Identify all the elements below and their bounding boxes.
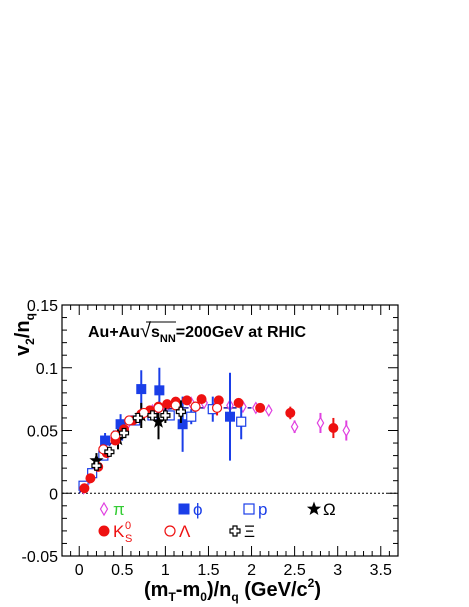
- legend-label-omega: Ω: [323, 500, 336, 519]
- series-xi: [91, 400, 186, 471]
- annotation-suffix: =200GeV at RHIC: [176, 324, 307, 341]
- point-ks: [328, 422, 339, 433]
- point-lambda: [110, 430, 121, 441]
- x-tick-label: 0.5: [111, 562, 133, 579]
- legend-marker-omega: [306, 501, 322, 516]
- point-xi: [147, 410, 158, 421]
- ylabel-sub2: q: [23, 313, 37, 320]
- xlabel-sub3: q: [231, 590, 238, 604]
- point-phi: [225, 411, 235, 422]
- point-ks: [233, 397, 244, 408]
- y-axis-title: v2/nq: [12, 313, 37, 356]
- legend-marker-phi: [178, 503, 190, 515]
- legend-sup-ks: 0: [125, 520, 131, 532]
- point-ks: [79, 483, 90, 494]
- legend-label-ks: K: [113, 522, 125, 541]
- x-tick-label: 0: [75, 562, 84, 579]
- x-tick-label: 2: [247, 562, 256, 579]
- annotation-sqrt: √: [140, 320, 151, 342]
- point-xi: [175, 406, 186, 417]
- annotation-prefix: Au+Au: [88, 324, 140, 341]
- point-phi: [136, 384, 147, 395]
- legend-marker-xi: [229, 525, 241, 537]
- point-lambda: [211, 402, 223, 414]
- series-phi: [100, 367, 235, 461]
- legend-label-lambda: Λ: [179, 522, 191, 541]
- x-tick-label: 1.5: [197, 562, 219, 579]
- legend-marker-lambda: [164, 525, 176, 537]
- ylabel-main: v: [12, 344, 34, 356]
- point-xi: [132, 412, 143, 424]
- point-p: [236, 416, 247, 427]
- point-lambda: [124, 415, 135, 426]
- xlabel-sup: 2: [308, 576, 315, 590]
- axis-ticks: 0 0.5 1 1.5 2 2.5 3 3.5 -0.05 0 0.05 0.1 0.15: [22, 298, 398, 579]
- point-xi: [104, 446, 115, 457]
- xlabel-sub2: 0: [200, 590, 207, 604]
- point-pi: [290, 420, 299, 434]
- x-axis-title: (mT-m0)/nq (GeV/c2): [144, 576, 321, 604]
- legend-marker-ks: [98, 525, 110, 537]
- legend-label-xi: Ξ: [244, 522, 255, 541]
- point-lambda: [190, 401, 201, 412]
- y-tick-label: -0.05: [22, 549, 59, 566]
- legend-marker-p: [243, 503, 255, 515]
- point-ks: [255, 402, 266, 413]
- point-pi: [316, 416, 325, 430]
- x-tick-label: 3.5: [370, 562, 392, 579]
- point-ks: [85, 473, 96, 484]
- point-phi: [100, 435, 111, 446]
- point-lambda: [153, 402, 164, 414]
- legend-label-p: p: [258, 500, 267, 519]
- point-xi: [118, 427, 130, 439]
- y-tick-label: 0: [49, 486, 58, 503]
- legend-marker-pi: [99, 501, 109, 517]
- xlabel-sub1: T: [168, 590, 176, 604]
- point-ks: [196, 394, 207, 405]
- x-tick-label: 2.5: [283, 562, 305, 579]
- point-ks: [181, 395, 192, 406]
- xlabel-mid: -m: [176, 579, 200, 601]
- point-pi: [342, 423, 351, 438]
- point-ks: [285, 407, 296, 418]
- ylabel-slash: /n: [12, 320, 34, 338]
- xlabel-mid2: )/n: [207, 579, 231, 601]
- xlabel-open: (m: [144, 579, 168, 601]
- annotation-s: s: [151, 324, 160, 341]
- x-tick-label: 3: [333, 562, 342, 579]
- legend: π ϕ p Ω K 0S Λ Ξ: [98, 500, 336, 545]
- point-ks: [162, 399, 173, 410]
- y-tick-label: 0.1: [36, 361, 58, 378]
- legend-sub-ks: S: [125, 533, 132, 545]
- legend-label-pi: π: [113, 500, 125, 519]
- annotation-nn: NN: [160, 333, 176, 345]
- x-tick-label: 1: [161, 562, 170, 579]
- point-xi: [160, 410, 171, 421]
- point-p: [186, 411, 197, 422]
- point-phi: [154, 385, 165, 396]
- y-tick-label: 0.15: [27, 298, 58, 315]
- y-tick-label: 0.05: [27, 424, 58, 441]
- point-pi: [264, 403, 273, 418]
- annotation: Au+Au√sNN=200GeV at RHIC: [88, 320, 307, 345]
- ylabel-sub1: 2: [23, 338, 37, 345]
- legend-label-phi: ϕ: [193, 500, 203, 519]
- point-xi: [91, 460, 102, 471]
- xlabel-unit: (GeV/c: [239, 579, 308, 601]
- xlabel-close: ): [314, 579, 321, 601]
- data-points: [78, 367, 351, 495]
- point-phi: [177, 419, 188, 430]
